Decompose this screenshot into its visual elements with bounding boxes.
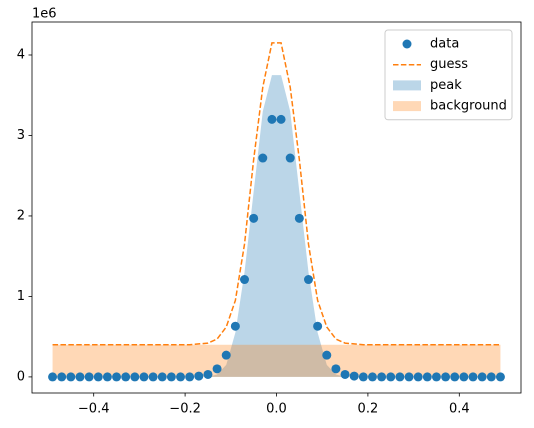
point <box>249 213 259 223</box>
point <box>75 372 85 382</box>
point <box>468 372 478 382</box>
point <box>258 153 268 163</box>
point <box>148 372 158 382</box>
point <box>386 372 396 382</box>
point <box>48 372 58 382</box>
point <box>84 372 94 382</box>
point <box>313 321 323 331</box>
point <box>203 369 213 379</box>
x-tick-label: −0.2 <box>169 402 201 417</box>
y-tick-label: 1 <box>17 289 25 304</box>
point <box>185 372 195 382</box>
point <box>240 275 250 285</box>
point <box>459 372 469 382</box>
area <box>52 75 501 377</box>
y-tick-label: 4 <box>17 47 25 62</box>
point <box>93 372 103 382</box>
x-tick-label: 0.4 <box>449 402 470 417</box>
point <box>303 275 313 285</box>
point <box>212 364 222 374</box>
point <box>331 364 341 374</box>
point <box>66 372 76 382</box>
point <box>441 372 451 382</box>
point <box>495 372 505 382</box>
point <box>102 372 112 382</box>
legend-label: guess <box>430 57 468 72</box>
point <box>294 213 304 223</box>
y-tick-label: 2 <box>17 208 25 223</box>
point <box>349 371 359 381</box>
point <box>367 372 377 382</box>
point <box>340 369 350 379</box>
point <box>166 372 176 382</box>
point <box>377 372 387 382</box>
point <box>130 372 140 382</box>
point <box>139 372 149 382</box>
point <box>477 372 487 382</box>
legend-marker <box>393 101 421 112</box>
x-tick-label: 0.2 <box>358 402 379 417</box>
line <box>52 42 501 346</box>
point <box>112 372 122 382</box>
area <box>52 344 501 377</box>
point <box>322 350 332 360</box>
point <box>221 350 231 360</box>
point <box>395 372 405 382</box>
point <box>276 114 286 124</box>
point <box>121 372 131 382</box>
point <box>194 371 204 381</box>
point <box>422 372 432 382</box>
point <box>413 372 423 382</box>
legend-label: data <box>430 37 459 52</box>
point <box>450 372 460 382</box>
point <box>486 372 496 382</box>
legend-label: background <box>430 99 507 114</box>
point <box>431 372 441 382</box>
legend-marker <box>402 39 412 49</box>
point <box>176 372 186 382</box>
y-tick-label: 3 <box>17 128 25 143</box>
point <box>57 372 67 382</box>
x-tick-label: 0.0 <box>266 402 287 417</box>
point <box>358 372 368 382</box>
y-tick-label: 0 <box>17 369 25 384</box>
x-tick-label: −0.4 <box>78 402 110 417</box>
legend-box <box>384 29 513 121</box>
legend-marker <box>393 80 421 91</box>
y-offset-label: 1e6 <box>32 7 57 22</box>
point <box>157 372 167 382</box>
point <box>267 114 277 124</box>
point <box>230 321 240 331</box>
legend-label: peak <box>430 78 462 93</box>
point <box>285 153 295 163</box>
point <box>404 372 414 382</box>
